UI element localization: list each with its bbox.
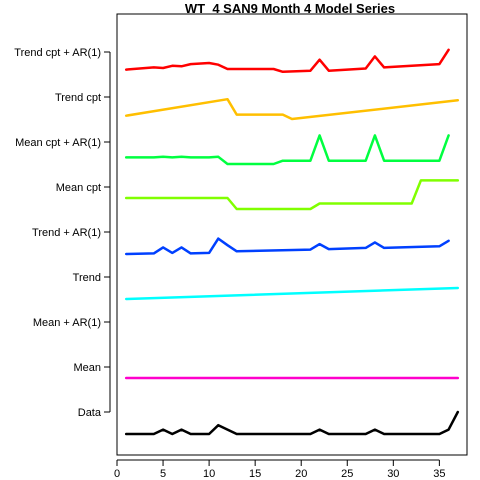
- series-line: [124, 134, 450, 166]
- series-line: [124, 410, 460, 436]
- series-label: Mean + AR(1): [33, 317, 101, 329]
- series-line: [124, 237, 450, 256]
- series-label: Trend + AR(1): [32, 227, 101, 239]
- series-label: Mean cpt + AR(1): [15, 137, 101, 149]
- x-tick-label: 15: [249, 468, 261, 480]
- chart-title: WT_4 SAN9 Month 4 Model Series: [185, 1, 395, 16]
- x-tick-label: 10: [203, 468, 215, 480]
- series-label: Data: [78, 407, 102, 419]
- x-tick-label: 30: [387, 468, 399, 480]
- series-layer: [124, 48, 460, 436]
- series-label: Trend cpt: [55, 92, 101, 104]
- x-tick-label: 5: [160, 468, 166, 480]
- series-label: Trend cpt + AR(1): [14, 47, 101, 59]
- x-tick-label: 35: [433, 468, 445, 480]
- series-line: [124, 48, 450, 74]
- series-line: [124, 179, 460, 211]
- series-label-axis: Data Mean Mean + AR(1) Trend Trend + AR(1) Me…: [14, 47, 111, 419]
- series-line: [124, 97, 460, 121]
- series-label: Mean: [73, 362, 101, 374]
- series-label: Trend: [73, 272, 101, 284]
- series-label: Mean cpt: [56, 182, 101, 194]
- x-tick-label: 25: [341, 468, 353, 480]
- x-tick-label: 20: [295, 468, 307, 480]
- x-tick-label: 0: [114, 468, 120, 480]
- series-line: [124, 286, 460, 301]
- x-axis: 0 5 10 15 20 25 30 35: [114, 459, 445, 480]
- plot-frame: [116, 13, 468, 456]
